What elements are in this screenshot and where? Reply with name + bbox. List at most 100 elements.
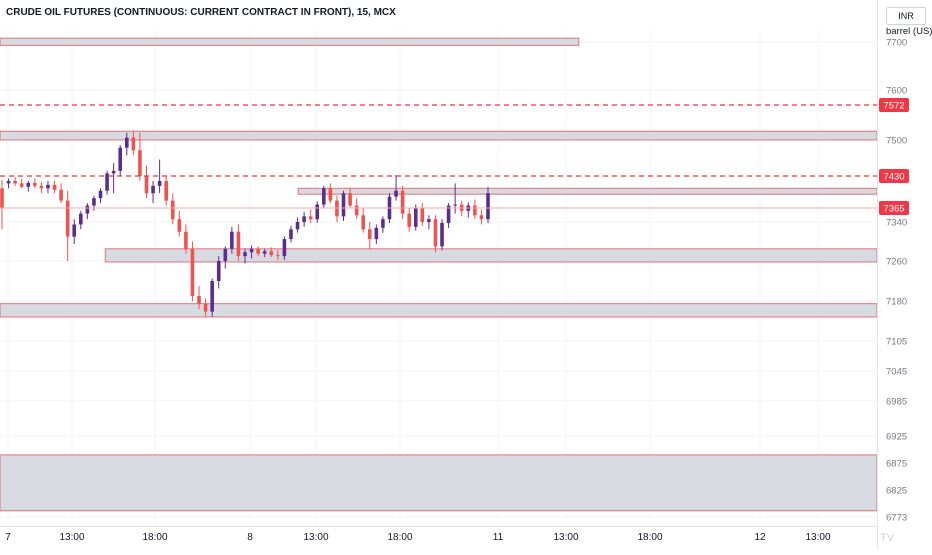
candle[interactable] bbox=[262, 248, 267, 258]
candle[interactable] bbox=[33, 178, 37, 189]
candle-body bbox=[420, 208, 425, 222]
x-tick-label: 7 bbox=[5, 532, 11, 543]
candle[interactable] bbox=[39, 181, 44, 194]
candle[interactable] bbox=[138, 132, 142, 181]
candle[interactable] bbox=[72, 219, 77, 244]
candle[interactable] bbox=[354, 198, 359, 220]
candle[interactable] bbox=[453, 183, 457, 214]
supply-demand-zone bbox=[297, 187, 878, 195]
candle[interactable] bbox=[341, 190, 346, 221]
candle[interactable] bbox=[433, 215, 438, 253]
candle[interactable] bbox=[400, 185, 405, 220]
candle[interactable] bbox=[170, 193, 175, 225]
candle[interactable] bbox=[164, 176, 168, 206]
candle[interactable] bbox=[19, 178, 24, 189]
candle[interactable] bbox=[446, 203, 451, 228]
candle[interactable] bbox=[144, 165, 149, 199]
candle[interactable] bbox=[124, 132, 129, 156]
candle[interactable] bbox=[479, 209, 484, 225]
candle[interactable] bbox=[210, 278, 214, 318]
candle-body bbox=[446, 205, 451, 223]
candle-body bbox=[308, 216, 313, 220]
candle[interactable] bbox=[85, 203, 90, 220]
candle-body bbox=[453, 204, 457, 206]
candle[interactable] bbox=[118, 145, 123, 176]
candle[interactable] bbox=[486, 186, 490, 223]
candle[interactable] bbox=[223, 246, 228, 269]
candle[interactable] bbox=[13, 176, 17, 186]
candle[interactable] bbox=[105, 170, 109, 195]
candle-body bbox=[111, 170, 116, 174]
candle[interactable] bbox=[473, 199, 477, 220]
candle-body bbox=[85, 205, 90, 214]
candle[interactable] bbox=[381, 216, 385, 233]
y-tick-label: 7180 bbox=[886, 297, 907, 308]
candle[interactable] bbox=[203, 298, 208, 318]
candle[interactable] bbox=[328, 183, 333, 204]
candle[interactable] bbox=[65, 190, 70, 261]
candle[interactable] bbox=[394, 174, 398, 201]
candle[interactable] bbox=[289, 225, 293, 243]
candle[interactable] bbox=[249, 245, 254, 259]
candle[interactable] bbox=[190, 241, 195, 302]
candle[interactable] bbox=[367, 222, 372, 249]
candle[interactable] bbox=[197, 286, 201, 309]
candle-body bbox=[170, 200, 175, 220]
candle[interactable] bbox=[361, 208, 366, 233]
candle[interactable] bbox=[440, 219, 444, 251]
candle-body bbox=[367, 229, 372, 240]
candle[interactable] bbox=[236, 224, 241, 261]
candle[interactable] bbox=[151, 180, 155, 204]
candle[interactable] bbox=[315, 201, 320, 223]
candle[interactable] bbox=[420, 203, 425, 226]
candle[interactable] bbox=[79, 210, 83, 230]
candle[interactable] bbox=[157, 159, 162, 194]
currency-button[interactable]: INR bbox=[886, 7, 926, 25]
candle[interactable] bbox=[295, 217, 300, 233]
candle[interactable] bbox=[413, 204, 418, 231]
candle-body bbox=[354, 205, 359, 216]
candle[interactable] bbox=[184, 224, 188, 254]
candle[interactable] bbox=[111, 163, 116, 194]
candle-body bbox=[427, 219, 431, 222]
candle[interactable] bbox=[374, 224, 379, 244]
candle-body bbox=[479, 215, 484, 220]
candle[interactable] bbox=[26, 180, 31, 192]
candle[interactable] bbox=[46, 180, 50, 194]
price-badge-label: 7430 bbox=[883, 172, 904, 183]
candle-body bbox=[98, 190, 103, 199]
candle[interactable] bbox=[216, 256, 221, 289]
candle[interactable] bbox=[276, 250, 280, 261]
candle[interactable] bbox=[243, 248, 247, 264]
candle[interactable] bbox=[6, 178, 11, 189]
candle[interactable] bbox=[52, 180, 57, 194]
unit-label[interactable]: barrel (US) bbox=[886, 26, 932, 37]
x-tick-label: 18:00 bbox=[637, 532, 662, 543]
candle[interactable] bbox=[256, 246, 260, 257]
candle-body bbox=[341, 193, 346, 217]
candle[interactable] bbox=[0, 179, 4, 230]
candle[interactable] bbox=[427, 215, 431, 230]
candle[interactable] bbox=[459, 200, 464, 217]
candle[interactable] bbox=[92, 195, 96, 211]
candle[interactable] bbox=[282, 236, 287, 261]
candle[interactable] bbox=[98, 188, 103, 204]
candle[interactable] bbox=[302, 211, 306, 227]
candle-body bbox=[374, 227, 379, 240]
candle[interactable] bbox=[308, 209, 313, 223]
candle[interactable] bbox=[59, 183, 63, 204]
candle-layer bbox=[0, 130, 490, 317]
candle[interactable] bbox=[230, 226, 234, 254]
candle[interactable] bbox=[335, 195, 339, 222]
candle[interactable] bbox=[407, 208, 411, 232]
candle[interactable] bbox=[466, 202, 471, 218]
candle[interactable] bbox=[348, 188, 352, 208]
price-line-layer bbox=[0, 104, 877, 209]
candle[interactable] bbox=[131, 130, 136, 156]
candle[interactable] bbox=[177, 210, 182, 237]
candle-body bbox=[151, 185, 155, 194]
candle[interactable] bbox=[269, 247, 274, 258]
candle[interactable] bbox=[322, 185, 326, 208]
